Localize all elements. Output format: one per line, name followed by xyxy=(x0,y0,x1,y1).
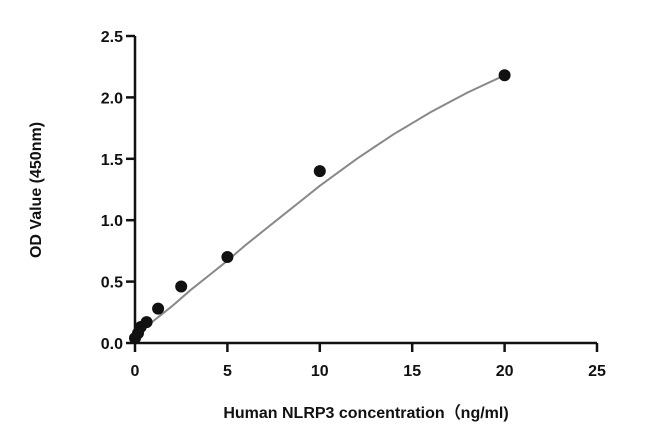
data-point xyxy=(221,251,234,263)
data-point xyxy=(313,165,326,178)
data-points-layer xyxy=(129,69,511,345)
x-axis-title: Human NLRP3 concentration（ng/ml) xyxy=(223,404,508,422)
y-axis-title: OD Value (450nm) xyxy=(28,122,45,258)
y-tick-label: 2.5 xyxy=(101,29,123,46)
y-tick-label: 1.0 xyxy=(101,213,123,230)
data-point xyxy=(152,302,165,315)
data-point xyxy=(140,316,153,329)
fit-curve-line xyxy=(134,74,506,338)
axes xyxy=(133,36,597,345)
y-ticks: 0.0 0.5 1.0 1.5 2.0 2.5 xyxy=(101,29,135,353)
x-tick-label: 5 xyxy=(223,363,232,380)
x-ticks: 0 5 10 15 20 25 xyxy=(131,343,606,380)
x-tick-label: 15 xyxy=(403,363,421,380)
x-tick-label: 20 xyxy=(496,363,514,380)
data-point xyxy=(498,69,511,82)
x-tick-label: 10 xyxy=(311,363,329,380)
y-tick-label: 1.5 xyxy=(101,152,123,169)
x-tick-label: 25 xyxy=(588,363,606,380)
y-tick-label: 2.0 xyxy=(101,90,123,107)
y-tick-label: 0.5 xyxy=(101,275,123,292)
fit-curve-layer xyxy=(134,74,506,338)
data-point xyxy=(175,280,188,293)
x-tick-label: 0 xyxy=(131,363,140,380)
y-tick-label: 0.0 xyxy=(101,336,123,353)
